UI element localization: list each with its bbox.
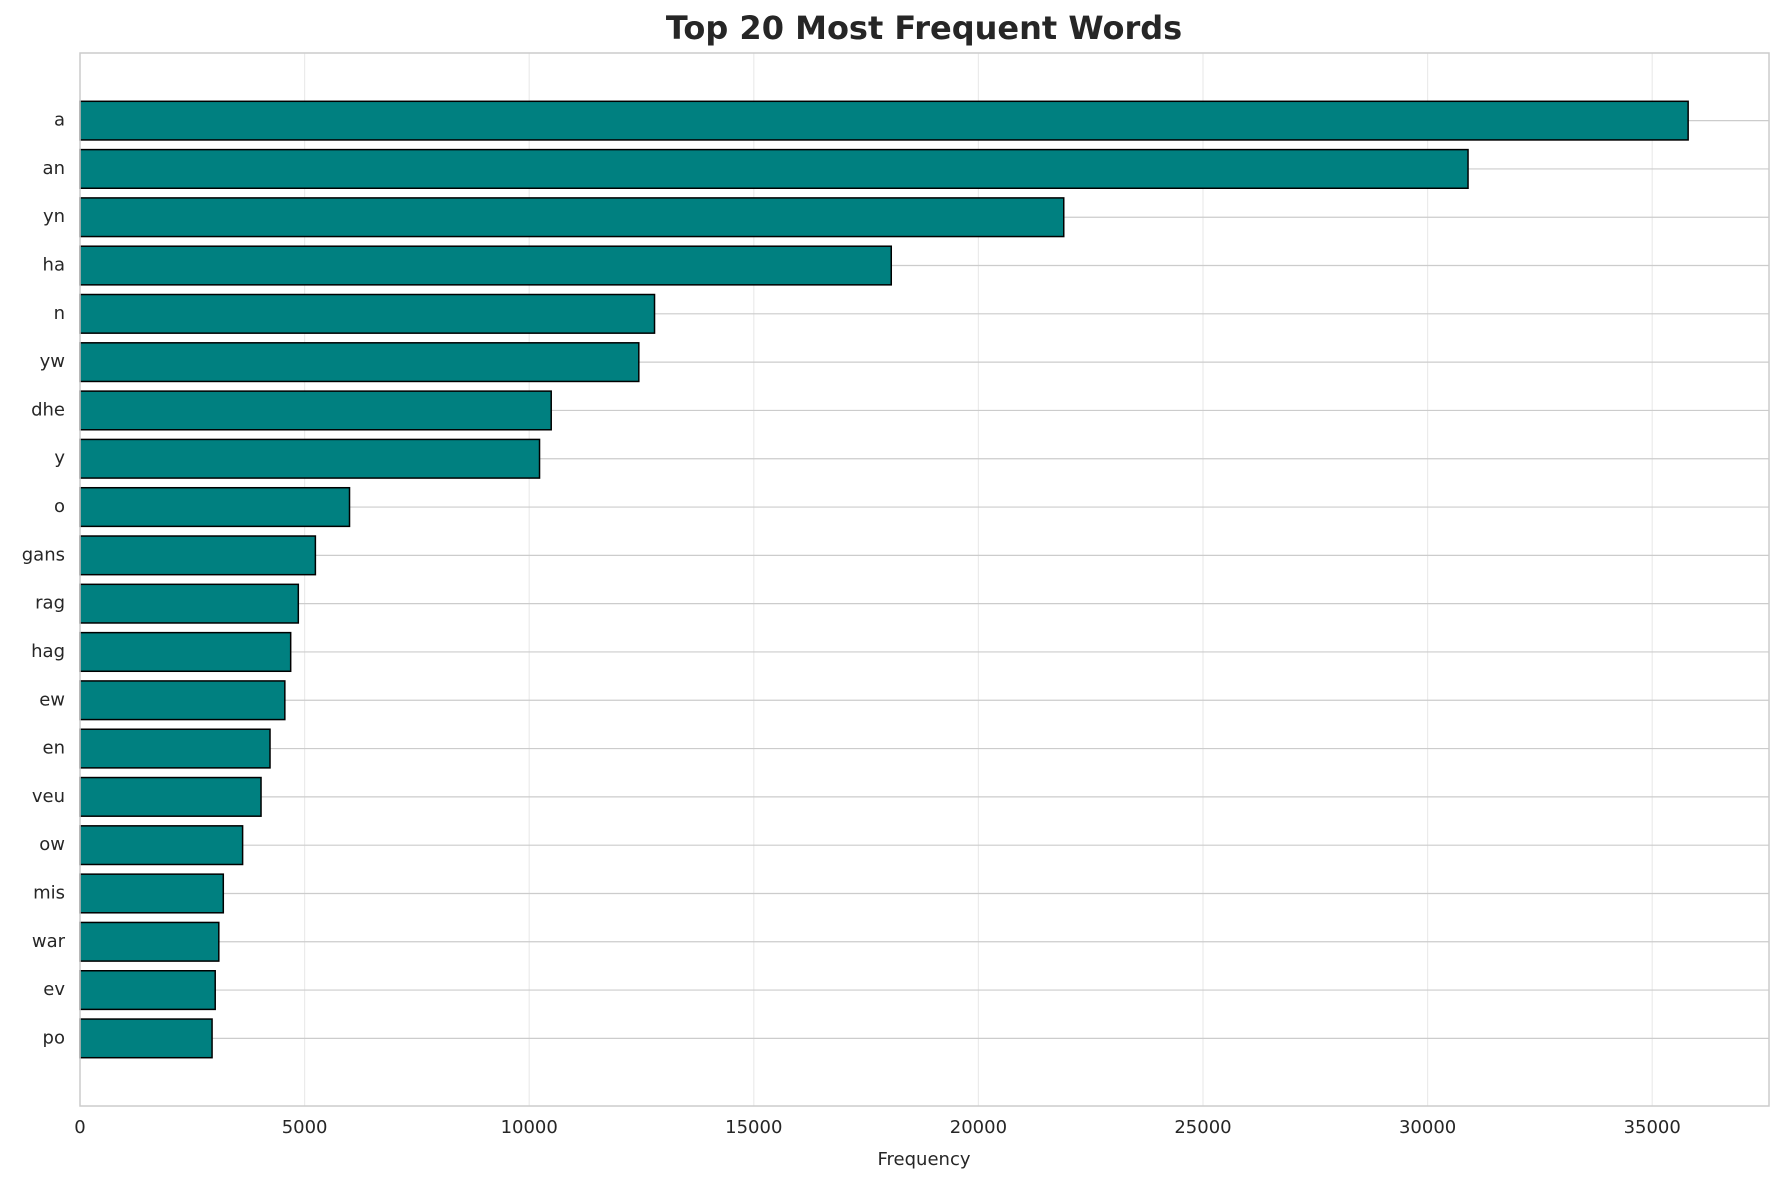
y-tick-label: hag: [31, 641, 65, 662]
bar: [79, 245, 893, 286]
bar: [79, 680, 286, 721]
bar: [79, 535, 317, 576]
bar: [79, 970, 216, 1011]
bar: [79, 583, 300, 624]
y-tick-label: o: [54, 496, 65, 517]
y-tick-label: en: [43, 738, 65, 759]
x-tick-label: 25000: [1174, 1117, 1231, 1138]
bar: [79, 873, 225, 914]
bar: [79, 1018, 213, 1059]
x-tick-label: 15000: [725, 1117, 782, 1138]
bar: [79, 486, 351, 528]
y-tick-label: ev: [43, 979, 65, 1000]
y-tick-label: mis: [33, 882, 65, 903]
y-tick-label: rag: [35, 593, 65, 614]
y-tick-label: an: [43, 158, 65, 179]
bar: [79, 921, 220, 962]
bar: [79, 728, 271, 769]
x-axis-label: Frequency: [878, 1149, 971, 1170]
x-tick-label: 35000: [1624, 1117, 1681, 1138]
y-tick-label: yn: [43, 206, 65, 227]
y-tick-label: gans: [22, 544, 65, 565]
bar: [79, 293, 656, 334]
x-tick-label: 5000: [282, 1117, 328, 1138]
x-tick-label: 0: [74, 1117, 85, 1138]
y-tick-label: ow: [39, 834, 65, 855]
y-tick-label: a: [54, 110, 65, 131]
y-tick-label: dhe: [31, 399, 65, 420]
bar: [79, 631, 292, 673]
y-tick-label: yw: [40, 351, 65, 372]
bar: [79, 148, 1469, 189]
plot-frame: [79, 52, 1770, 1107]
y-tick-label: ha: [43, 255, 65, 276]
bar: [79, 390, 552, 431]
y-tick-label: veu: [32, 786, 65, 807]
y-tick-label: n: [54, 303, 65, 324]
bar: [79, 197, 1065, 238]
bar: [79, 776, 262, 817]
x-tick-label: 20000: [950, 1117, 1007, 1138]
bar: [79, 438, 541, 479]
chart-title: Top 20 Most Frequent Words: [666, 9, 1182, 47]
y-tick-label: y: [54, 448, 65, 469]
y-tick-label: ew: [39, 689, 65, 710]
x-tick-label: 30000: [1399, 1117, 1456, 1138]
bar: [79, 825, 244, 866]
y-tick-label: po: [43, 1027, 65, 1048]
x-tick-label: 10000: [501, 1117, 558, 1138]
y-tick-label: war: [32, 931, 66, 952]
bar: [79, 342, 640, 383]
bar: [79, 100, 1689, 141]
